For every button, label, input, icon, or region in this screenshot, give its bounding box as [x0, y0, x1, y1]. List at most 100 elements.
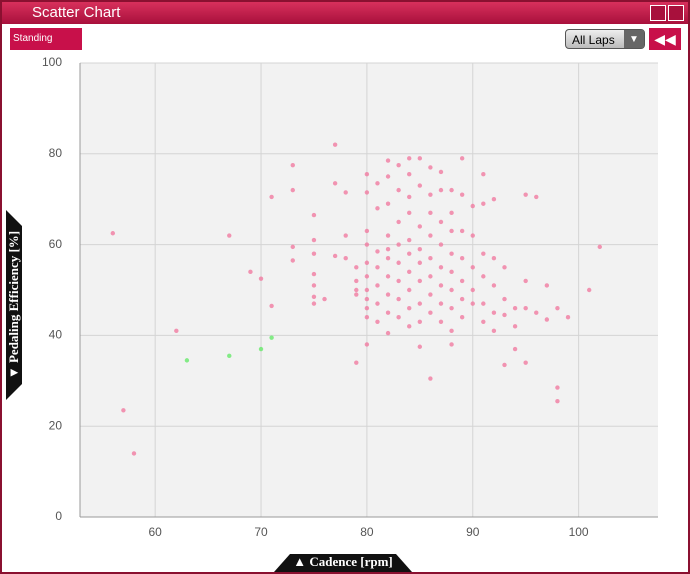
y-tick-label: 20 — [49, 418, 63, 432]
data-point — [343, 190, 348, 195]
data-point — [227, 233, 232, 238]
data-point — [459, 192, 465, 197]
data-point — [364, 296, 370, 302]
data-point — [290, 187, 295, 193]
nav-button[interactable]: ◀◀ — [649, 28, 681, 50]
data-point — [375, 301, 380, 306]
data-point — [375, 249, 380, 254]
data-point — [407, 251, 412, 256]
x-tick-label: 90 — [466, 525, 480, 539]
data-point — [544, 317, 550, 322]
data-point — [428, 192, 433, 197]
data-point — [502, 296, 507, 302]
data-point — [481, 319, 486, 324]
data-point — [364, 342, 370, 347]
data-point — [491, 283, 497, 288]
data-point — [311, 237, 317, 243]
data-point — [385, 201, 391, 206]
x-tick-label: 70 — [254, 525, 268, 539]
data-point — [512, 305, 518, 311]
data-point — [449, 305, 454, 311]
data-point — [396, 162, 401, 168]
data-point — [428, 256, 433, 261]
data-point — [555, 305, 560, 311]
data-point — [290, 162, 295, 168]
data-point — [375, 319, 380, 324]
data-point — [512, 346, 518, 352]
data-point — [523, 192, 528, 197]
data-point — [534, 310, 539, 315]
data-point — [407, 269, 412, 275]
data-point — [332, 142, 338, 147]
data-point — [565, 315, 571, 320]
data-point — [269, 335, 274, 340]
data-point — [523, 360, 528, 365]
data-point — [311, 212, 317, 218]
data-point — [290, 244, 295, 250]
data-point — [354, 292, 359, 297]
lap-select-text: All Laps — [572, 33, 615, 47]
x-axis-label: ▲ Cadence [rpm] — [293, 554, 393, 569]
x-tick-label: 100 — [569, 525, 589, 539]
data-point — [438, 301, 444, 306]
data-point — [396, 315, 401, 320]
data-point — [491, 197, 497, 202]
data-point — [481, 172, 486, 177]
data-point — [417, 260, 423, 265]
data-point — [332, 253, 338, 259]
data-point — [428, 310, 433, 315]
data-point — [502, 362, 507, 368]
data-point — [470, 203, 475, 209]
data-point — [407, 156, 412, 161]
data-point — [184, 358, 190, 363]
x-tab[interactable] — [274, 554, 412, 572]
data-point — [534, 194, 539, 200]
data-point — [385, 256, 391, 261]
data-point — [396, 187, 401, 193]
data-point — [459, 296, 465, 302]
data-point — [512, 324, 518, 329]
mode-badge: Standing — [10, 28, 82, 50]
data-point — [227, 353, 232, 359]
data-point — [523, 278, 528, 284]
data-point — [258, 346, 264, 352]
data-point — [396, 219, 401, 225]
data-point — [438, 187, 444, 193]
data-point — [438, 283, 444, 288]
data-point — [586, 287, 592, 293]
data-point — [364, 315, 370, 320]
data-point — [502, 312, 507, 318]
data-point — [428, 233, 433, 238]
data-point — [364, 228, 370, 234]
data-point — [407, 287, 412, 293]
data-point — [417, 344, 423, 349]
data-point — [174, 328, 179, 334]
y-axis-label: ▼ Pedaling Efficiency [%] — [6, 231, 21, 379]
close-button[interactable] — [668, 5, 684, 21]
data-point — [449, 251, 454, 256]
window-title: Scatter Chart — [32, 4, 121, 21]
data-point — [491, 310, 497, 315]
maximize-button[interactable] — [650, 5, 666, 21]
y-tab[interactable] — [6, 210, 22, 400]
data-point — [290, 258, 295, 263]
data-point — [396, 260, 401, 265]
data-point — [428, 292, 433, 297]
data-point — [364, 260, 370, 265]
data-point — [407, 210, 412, 216]
data-point — [385, 233, 391, 238]
data-point — [459, 315, 465, 320]
data-point — [385, 246, 391, 252]
data-point — [459, 256, 465, 261]
y-tick-label: 100 — [42, 55, 62, 69]
data-point — [121, 408, 126, 413]
data-point — [343, 256, 348, 261]
dropdown-arrow: ▼ — [624, 30, 644, 48]
data-point — [375, 181, 380, 186]
data-point — [438, 242, 444, 247]
data-point — [417, 278, 423, 284]
data-point — [491, 328, 497, 334]
data-point — [375, 283, 380, 288]
lap-select[interactable]: All Laps ▼ — [565, 29, 645, 49]
data-point — [248, 269, 253, 275]
